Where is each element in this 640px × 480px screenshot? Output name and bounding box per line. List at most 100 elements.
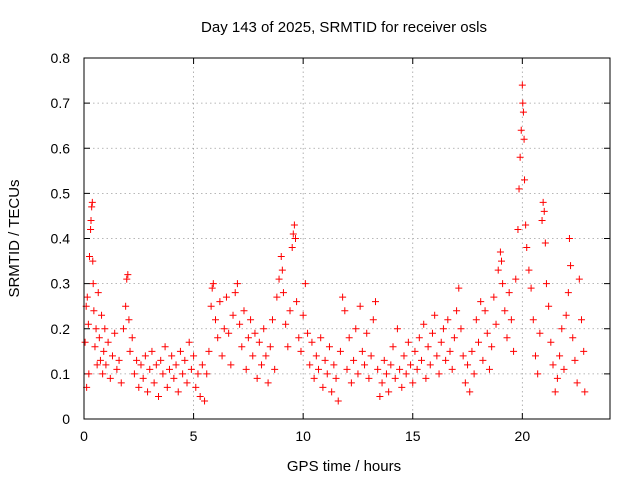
data-point-marker [345,334,353,342]
data-point-marker [247,316,255,324]
data-point-marker [306,361,314,369]
data-point-marker [279,289,287,297]
data-point-marker [567,262,575,270]
data-point-marker [538,216,546,224]
data-point-marker [407,361,415,369]
data-point-marker [119,325,127,333]
data-point-marker [238,343,246,351]
data-point-marker [144,388,152,396]
x-tick-label: 0 [80,428,88,444]
data-point-marker [549,361,557,369]
data-point-marker [275,275,283,283]
data-point-marker [520,135,528,143]
data-point-marker [170,374,178,382]
data-point-marker [165,365,173,373]
data-point-marker [85,370,93,378]
data-point-marker [485,365,493,373]
data-point-marker [308,338,316,346]
data-point-marker [413,365,421,373]
data-point-marker [527,284,535,292]
data-point-marker [531,352,539,360]
data-point-marker [411,347,419,355]
data-point-marker [133,356,141,364]
x-tick-label: 5 [190,428,198,444]
data-point-marker [141,352,149,360]
data-point-marker [339,293,347,301]
data-point-marker [176,347,184,355]
data-point-marker [578,316,586,324]
data-point-marker [396,365,404,373]
data-point-marker [393,325,401,333]
data-point-marker [437,338,445,346]
data-point-marker [385,388,393,396]
data-point-marker [216,298,224,306]
data-point-marker [301,280,309,288]
data-point-marker [325,343,333,351]
data-point-marker [100,347,108,355]
data-point-marker [192,383,200,391]
data-point-marker [428,329,436,337]
data-point-marker [492,320,500,328]
data-point-marker [319,383,327,391]
data-point-marker [277,253,285,261]
data-point-marker [542,280,550,288]
data-point-marker [113,365,121,373]
data-point-marker [168,352,176,360]
data-point-marker [510,347,518,355]
data-point-marker [83,293,91,301]
data-point-marker [330,361,338,369]
data-point-marker [260,325,268,333]
y-tick-label: 0.2 [51,321,71,337]
data-point-marker [96,356,104,364]
data-point-marker [545,302,553,310]
data-point-marker [194,370,202,378]
data-point-marker [514,225,522,233]
data-point-marker [282,320,290,328]
data-point-marker [163,383,171,391]
data-point-marker [101,325,109,333]
data-point-marker [150,379,158,387]
data-point-marker [505,289,513,297]
data-point-marker [236,320,244,328]
data-point-marker [321,356,329,364]
data-point-marker [515,185,523,193]
data-point-marker [89,280,97,288]
data-point-marker [400,352,408,360]
data-point-marker [435,370,443,378]
data-point-marker [433,352,441,360]
data-point-marker [242,365,250,373]
data-point-marker [312,352,320,360]
data-point-marker [155,392,163,400]
x-tick-label: 20 [515,428,531,444]
data-point-marker [481,307,489,315]
data-point-marker [442,356,450,364]
x-axis-label: GPS time / hours [287,458,401,475]
data-point-marker [111,329,119,337]
data-point-marker [106,374,114,382]
data-point-marker [124,271,132,279]
data-point-marker [172,361,180,369]
data-point-marker [569,334,577,342]
data-point-marker [529,316,537,324]
data-point-marker [424,343,432,351]
data-point-marker [295,334,303,342]
data-point-marker [146,365,154,373]
data-point-marker [422,374,430,382]
data-point-marker [453,307,461,315]
data-point-marker [159,370,167,378]
data-point-marker [227,361,235,369]
data-point-marker [240,307,248,315]
data-point-marker [214,334,222,342]
data-point-marker [89,257,97,265]
data-point-marker [525,266,533,274]
data-point-marker [404,338,412,346]
data-point-marker [541,239,549,247]
data-point-marker [466,388,474,396]
data-point-marker [293,298,301,306]
data-point-marker [499,280,507,288]
data-point-marker [562,311,570,319]
data-point-marker [244,334,252,342]
data-point-marker [361,361,369,369]
axis-ticks: 0 5 10 15 20 0 0.1 0.2 0.3 0.4 0.5 0.6 0.7 0.8 [51,50,610,444]
data-point-marker [288,244,296,252]
